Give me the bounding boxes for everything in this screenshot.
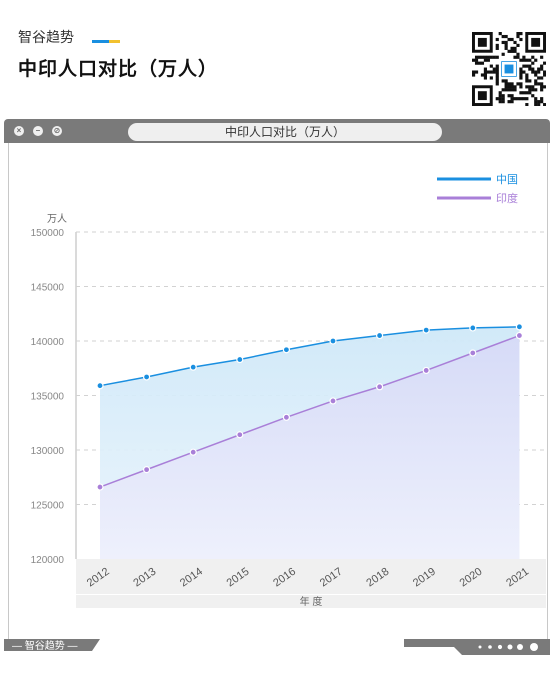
x-axis-band [76, 559, 546, 594]
x-axis-title: 年 度 [300, 595, 323, 608]
data-point-china-2020[interactable] [469, 324, 477, 332]
data-point-india-2017[interactable] [329, 397, 337, 405]
data-point-india-2015[interactable] [236, 431, 244, 439]
series-line-china [99, 326, 520, 387]
chart-area: 120000 125000 130000 135000 140000 145000 1500… [8, 143, 548, 639]
window-footer: — 智谷趋势 — [4, 639, 550, 655]
data-point-china-2018[interactable] [376, 331, 384, 340]
y-tick-label: 120000 [31, 555, 65, 566]
data-point-china-2014[interactable] [189, 363, 197, 371]
chart: 120000 125000 130000 135000 140000 145000 1500… [31, 173, 546, 608]
pager-dot[interactable] [507, 644, 513, 650]
brand-accent-bar [92, 40, 120, 43]
data-point-india-2014[interactable] [189, 448, 197, 456]
brand-name: 智谷趋势 [18, 29, 74, 45]
footer-brand: — 智谷趋势 — [12, 639, 78, 652]
data-point-china-2017[interactable] [329, 337, 337, 345]
pager-dot[interactable] [488, 645, 492, 649]
minimize-icon[interactable]: – [33, 126, 43, 136]
y-tick-label: 140000 [31, 337, 65, 348]
x-axis-title-band [76, 595, 546, 608]
data-point-india-2019[interactable] [422, 366, 430, 375]
qr-code-icon [472, 32, 546, 106]
page-title: 中印人口对比（万人） [18, 59, 219, 80]
series-line-india [99, 334, 520, 488]
close-icon[interactable]: × [14, 126, 24, 136]
pager-dot[interactable] [478, 645, 482, 649]
y-tick-label: 125000 [31, 501, 65, 512]
y-tick-label: 130000 [31, 446, 65, 457]
legend-label: 印度 [496, 191, 518, 205]
data-point-india-2016[interactable] [282, 413, 290, 421]
y-tick-label: 150000 [31, 228, 65, 239]
data-point-china-2016[interactable] [282, 346, 290, 354]
pager-dot[interactable] [517, 644, 523, 650]
pager-dot[interactable] [530, 643, 538, 651]
data-point-india-2020[interactable] [469, 349, 477, 357]
data-point-india-2021[interactable] [515, 331, 523, 340]
data-point-india-2013[interactable] [143, 466, 151, 474]
data-point-china-2012[interactable] [96, 382, 104, 390]
data-point-china-2019[interactable] [422, 326, 430, 334]
chart-window: × – ⊘ 中印人口对比（万人） 120000 125000 130000 13500… [4, 119, 550, 657]
data-point-china-2015[interactable] [236, 355, 244, 364]
pager-dot[interactable] [497, 644, 503, 650]
window-tab-title: 中印人口对比（万人） [128, 123, 442, 141]
window-titlebar: × – ⊘ 中印人口对比（万人） [4, 119, 550, 143]
area-india [100, 335, 520, 559]
y-tick-label: 145000 [31, 283, 65, 294]
block-icon[interactable]: ⊘ [52, 126, 62, 136]
y-axis-unit: 万人 [47, 213, 67, 225]
data-point-china-2021[interactable] [515, 323, 523, 331]
data-point-china-2013[interactable] [143, 373, 151, 381]
legend-label: 中国 [496, 173, 518, 186]
data-point-india-2012[interactable] [96, 483, 104, 491]
y-tick-label: 135000 [31, 392, 65, 403]
data-point-india-2018[interactable] [376, 383, 384, 391]
